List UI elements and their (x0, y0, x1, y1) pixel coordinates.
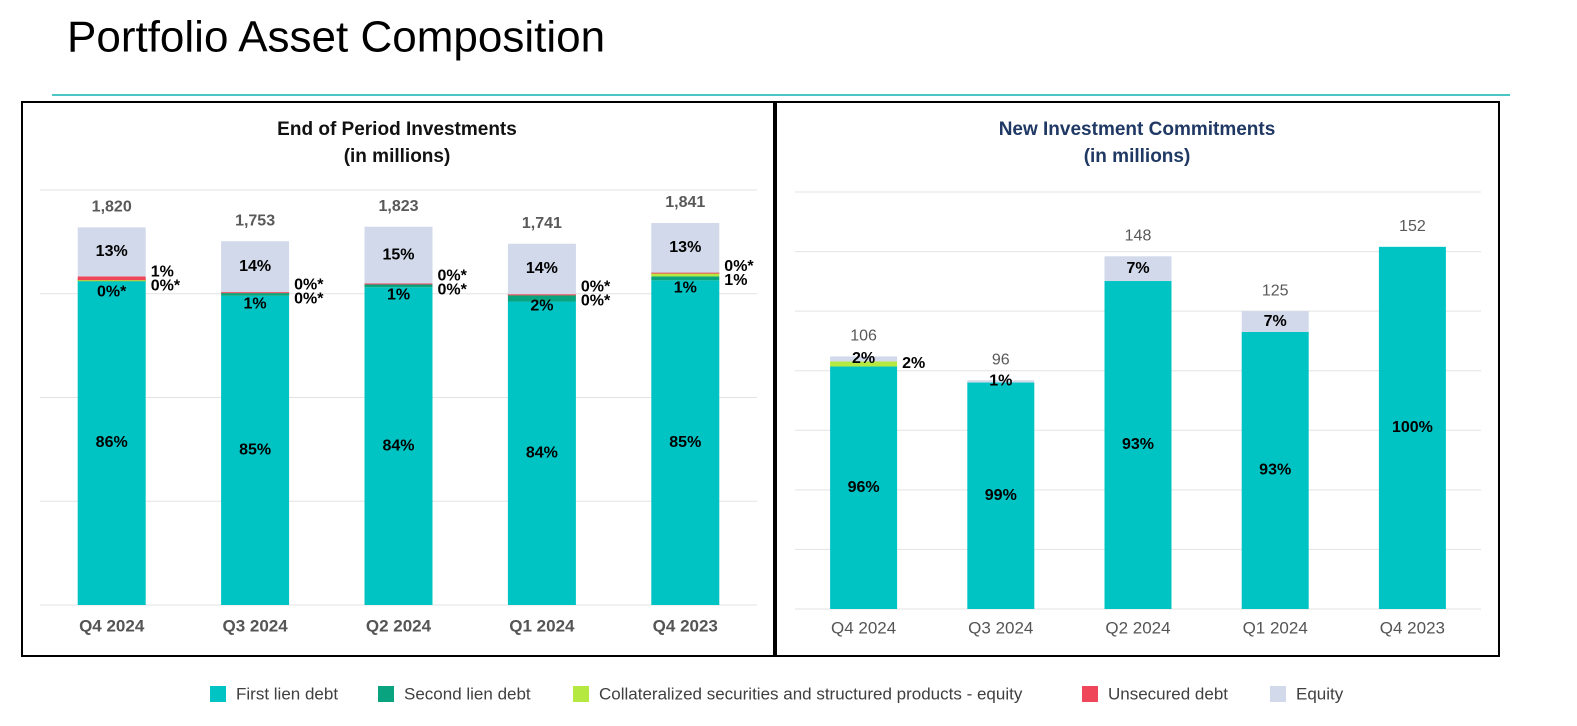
value-label: 96% (848, 479, 880, 496)
bar-segment (1104, 281, 1172, 609)
legend-swatch (573, 686, 589, 702)
value-label: 0%* (294, 290, 324, 307)
total-label: 1,820 (92, 199, 132, 216)
legend-label: Unsecured debt (1108, 684, 1228, 703)
value-label: 13% (96, 243, 128, 260)
legend-swatch (1082, 686, 1098, 702)
bar-segment (507, 243, 576, 295)
legend-label: First lien debt (236, 684, 338, 703)
x-tick-label: Q3 2024 (968, 618, 1033, 637)
value-label: 1% (151, 263, 174, 280)
value-label: 0%* (724, 258, 754, 275)
value-label: 2% (852, 350, 875, 367)
value-label: 0%* (97, 283, 127, 300)
value-label: 93% (1122, 436, 1154, 453)
x-tick-label: Q2 2024 (366, 616, 432, 635)
bar-segment (1241, 311, 1309, 332)
bar-segment (1104, 256, 1172, 282)
x-tick-label: Q1 2024 (1243, 618, 1308, 637)
total-label: 96 (992, 351, 1010, 368)
value-label: 14% (239, 258, 271, 275)
bar-segment (651, 272, 720, 277)
value-label: 2% (530, 298, 553, 315)
chart-title: New Investment Commitments (999, 119, 1276, 140)
value-label: 0%* (294, 276, 324, 293)
value-label: 1% (387, 287, 410, 304)
value-label: 14% (526, 260, 558, 277)
value-label: 0%* (581, 293, 611, 310)
value-label: 0%* (438, 282, 468, 299)
legend-label: Second lien debt (404, 684, 531, 703)
total-label: 1,741 (522, 215, 562, 232)
x-tick-label: Q3 2024 (222, 616, 288, 635)
total-label: 1,823 (378, 198, 418, 215)
value-label: 93% (1259, 462, 1291, 479)
left-panel (21, 101, 775, 657)
right-panel (775, 101, 1500, 657)
bar-segment (651, 280, 720, 605)
page-title: Portfolio Asset Composition (67, 13, 605, 62)
value-label: 1% (244, 295, 267, 312)
bar-segment (77, 227, 146, 277)
x-tick-label: Q4 2023 (1380, 618, 1445, 637)
value-label: 85% (239, 442, 271, 459)
value-label: 84% (382, 437, 414, 454)
value-label: 7% (1126, 260, 1149, 277)
value-label: 1% (674, 280, 697, 297)
total-label: 106 (850, 328, 877, 345)
x-tick-label: Q4 2024 (831, 618, 896, 637)
x-tick-label: Q1 2024 (509, 616, 575, 635)
chart-title: End of Period Investments (277, 119, 517, 140)
bar-segment (830, 366, 898, 609)
legend-swatch (1270, 686, 1286, 702)
x-tick-label: Q4 2023 (653, 616, 718, 635)
x-tick-label: Q2 2024 (1105, 618, 1170, 637)
value-label: 100% (1392, 419, 1433, 436)
value-label: 0%* (438, 268, 468, 285)
total-label: 148 (1125, 228, 1152, 245)
legend-label: Collateralized securities and structured… (599, 684, 1023, 703)
legend-swatch (378, 686, 394, 702)
bar-segment (830, 361, 898, 367)
value-label: 13% (669, 239, 701, 256)
bar-segment (1378, 246, 1446, 609)
value-label: 0%* (581, 279, 611, 296)
bar-segment (651, 276, 720, 281)
x-tick-label: Q4 2024 (79, 616, 145, 635)
bar-segment (507, 301, 576, 605)
chart-subtitle: (in millions) (1084, 146, 1191, 167)
bar-segment (1241, 331, 1309, 609)
total-label: 125 (1262, 282, 1289, 299)
bar-segment (77, 280, 146, 605)
legend-swatch (210, 686, 226, 702)
value-label: 1% (724, 272, 747, 289)
chart-subtitle: (in millions) (344, 146, 451, 167)
bar-segment (830, 356, 898, 362)
value-label: 84% (526, 444, 558, 461)
bar-segment (364, 287, 433, 605)
value-label: 85% (669, 434, 701, 451)
bar-segment (221, 241, 290, 293)
total-label: 1,753 (235, 212, 275, 229)
bar-segment (364, 283, 433, 288)
bar-segment (507, 294, 576, 302)
bar-segment (221, 295, 290, 605)
value-label: 99% (985, 487, 1017, 504)
total-label: 1,841 (665, 194, 705, 211)
value-label: 15% (382, 246, 414, 263)
value-label: 0%* (151, 277, 181, 294)
value-label: 86% (96, 434, 128, 451)
value-label: 1% (989, 373, 1012, 390)
bar-segment (364, 226, 433, 284)
legend-label: Equity (1296, 684, 1344, 703)
bar-segment (77, 276, 146, 281)
bar-segment (651, 222, 720, 273)
value-label: 2% (902, 355, 925, 372)
total-label: 152 (1399, 218, 1426, 235)
bar-segment (221, 292, 290, 296)
bar-segment (967, 382, 1035, 609)
bar-segment (967, 380, 1035, 383)
value-label: 7% (1264, 313, 1287, 330)
